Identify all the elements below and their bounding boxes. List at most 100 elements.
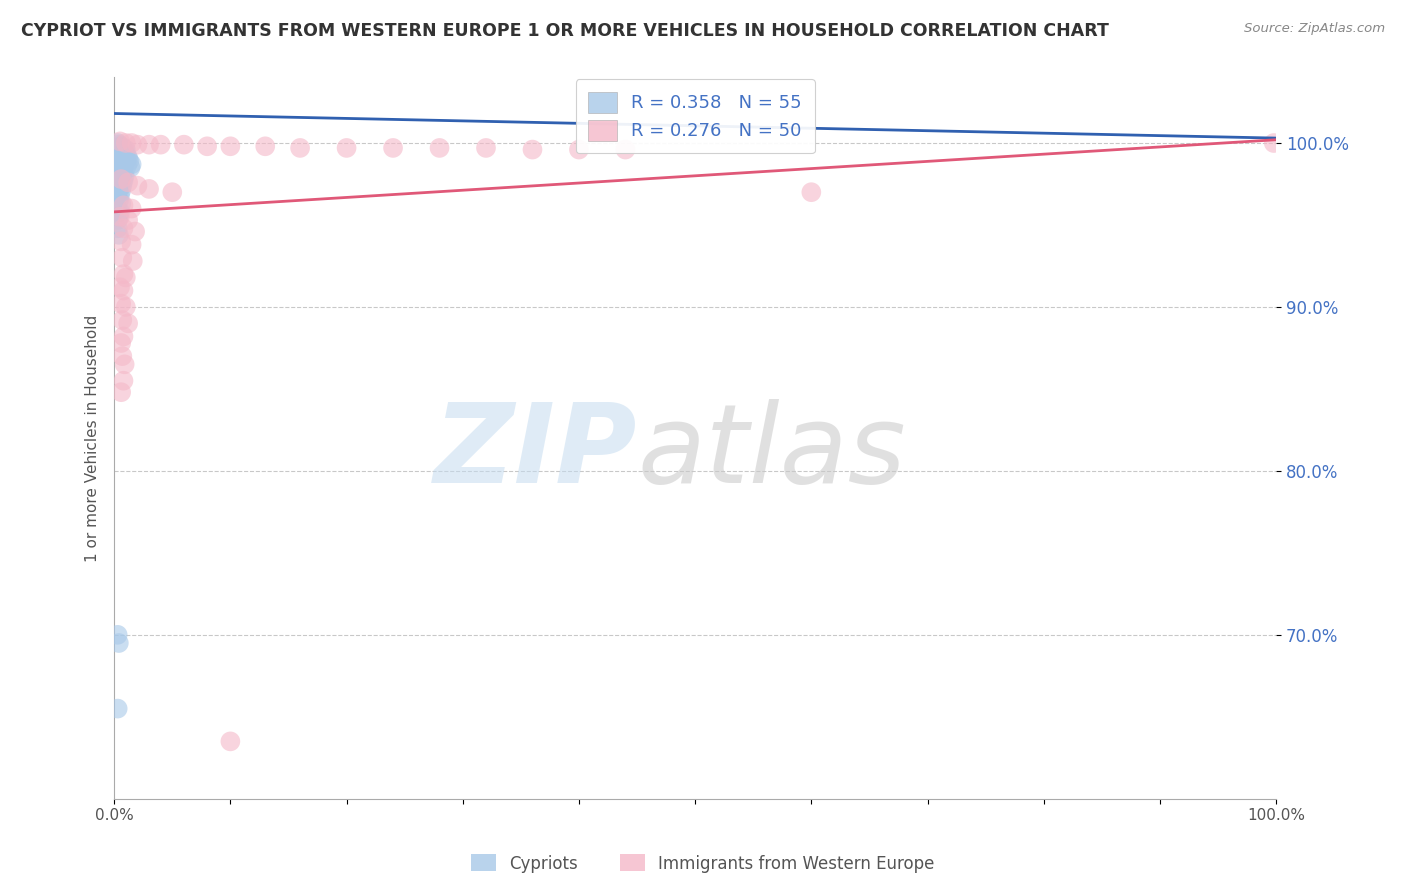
Point: [110, 296, 132, 310]
Point: [118, 154, 141, 169]
Point: [121, 202, 143, 216]
Point: [108, 134, 131, 148]
Point: [138, 137, 160, 152]
Point: [149, 137, 172, 152]
Point: [108, 145, 131, 160]
Point: [254, 139, 277, 153]
Point: [108, 177, 131, 191]
Point: [107, 213, 129, 227]
Point: [111, 141, 134, 155]
Legend: R = 0.358   N = 55, R = 0.276   N = 50: R = 0.358 N = 55, R = 0.276 N = 50: [575, 79, 814, 153]
Text: atlas: atlas: [637, 399, 905, 506]
Point: [108, 210, 131, 224]
Point: [110, 139, 132, 153]
Point: [107, 175, 129, 189]
Point: [111, 167, 134, 181]
Point: [114, 153, 136, 167]
Point: [121, 254, 143, 268]
Point: [107, 202, 129, 216]
Point: [522, 143, 544, 157]
Point: [219, 734, 242, 748]
Point: [568, 143, 591, 157]
Point: [110, 149, 132, 163]
Point: [111, 349, 134, 363]
Point: [111, 251, 134, 265]
Y-axis label: 1 or more Vehicles in Household: 1 or more Vehicles in Household: [86, 315, 100, 562]
Point: [114, 169, 136, 183]
Point: [1263, 136, 1285, 150]
Point: [162, 185, 184, 199]
Point: [112, 145, 135, 160]
Point: [108, 153, 131, 167]
Point: [121, 237, 143, 252]
Point: [108, 139, 131, 153]
Point: [112, 284, 135, 298]
Point: [108, 155, 131, 169]
Point: [112, 374, 135, 388]
Point: [117, 175, 139, 189]
Point: [127, 178, 149, 193]
Point: [108, 280, 131, 294]
Point: [107, 628, 129, 642]
Point: [108, 194, 131, 208]
Point: [117, 316, 139, 330]
Point: [108, 188, 131, 202]
Point: [107, 136, 129, 150]
Point: [800, 185, 823, 199]
Point: [110, 336, 132, 351]
Point: [111, 313, 134, 327]
Point: [112, 174, 135, 188]
Point: [107, 164, 129, 178]
Point: [108, 137, 131, 152]
Point: [382, 141, 405, 155]
Point: [121, 136, 143, 150]
Point: [110, 157, 132, 171]
Point: [112, 267, 135, 281]
Point: [112, 198, 135, 212]
Point: [110, 184, 132, 198]
Point: [114, 270, 136, 285]
Point: [108, 145, 131, 159]
Point: [108, 205, 131, 219]
Point: [114, 300, 136, 314]
Point: [111, 154, 134, 169]
Point: [110, 196, 132, 211]
Point: [124, 225, 146, 239]
Point: [335, 141, 357, 155]
Point: [108, 165, 131, 179]
Point: [111, 178, 134, 193]
Point: [219, 139, 242, 153]
Point: [117, 151, 139, 165]
Point: [112, 141, 135, 155]
Text: ZIP: ZIP: [433, 399, 637, 506]
Point: [110, 235, 132, 249]
Point: [614, 143, 637, 157]
Point: [110, 145, 132, 159]
Point: [110, 172, 132, 186]
Point: [114, 143, 136, 157]
Point: [120, 161, 142, 175]
Point: [112, 329, 135, 343]
Point: [475, 141, 498, 155]
Point: [117, 213, 139, 227]
Text: CYPRIOT VS IMMIGRANTS FROM WESTERN EUROPE 1 OR MORE VEHICLES IN HOUSEHOLD CORREL: CYPRIOT VS IMMIGRANTS FROM WESTERN EUROP…: [21, 22, 1109, 40]
Point: [114, 155, 136, 169]
Point: [121, 157, 143, 171]
Point: [112, 221, 135, 235]
Point: [115, 159, 138, 173]
Point: [111, 147, 134, 161]
Point: [108, 182, 131, 196]
Point: [110, 172, 132, 186]
Point: [429, 141, 451, 155]
Point: [114, 136, 136, 150]
Point: [108, 636, 131, 650]
Point: [108, 210, 131, 224]
Point: [107, 186, 129, 201]
Point: [108, 170, 131, 185]
Point: [114, 143, 136, 157]
Point: [107, 701, 129, 715]
Point: [110, 385, 132, 400]
Point: [108, 159, 131, 173]
Point: [108, 227, 131, 242]
Text: Source: ZipAtlas.com: Source: ZipAtlas.com: [1244, 22, 1385, 36]
